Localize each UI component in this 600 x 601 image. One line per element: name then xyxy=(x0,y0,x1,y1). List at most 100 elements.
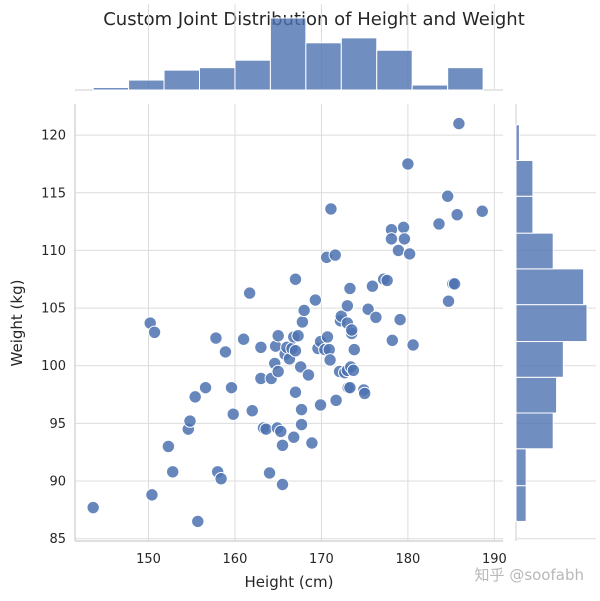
scatter-point xyxy=(323,353,337,367)
scatter-point xyxy=(271,329,285,343)
scatter-point xyxy=(357,386,372,401)
scatter-point xyxy=(329,393,343,408)
y-tick-label: 110 xyxy=(41,244,66,259)
weight-histogram-bar xyxy=(515,268,585,306)
scatter-point xyxy=(475,204,489,218)
x-tick-label: 180 xyxy=(395,552,420,567)
scatter-point xyxy=(288,385,303,399)
scatter-point xyxy=(308,293,323,307)
scatter-point xyxy=(288,344,303,358)
scatter-point xyxy=(347,342,361,357)
scatter-point xyxy=(297,303,311,318)
y-tick-label: 100 xyxy=(41,359,66,374)
height-histogram-bar xyxy=(376,49,413,91)
scatter-point xyxy=(242,286,257,300)
scatter-point xyxy=(328,248,342,262)
scatter-point xyxy=(343,380,357,395)
weight-histogram-bar xyxy=(515,159,534,197)
scatter-point xyxy=(224,380,239,395)
x-tick-label: 160 xyxy=(223,552,248,567)
x-tick-label: 190 xyxy=(482,552,507,567)
scatter-point xyxy=(440,189,455,203)
scatter-point xyxy=(236,332,251,346)
weight-histogram-bar xyxy=(515,412,554,450)
scatter-point xyxy=(324,202,338,216)
scatter-point xyxy=(313,398,328,412)
scatter-point xyxy=(166,465,180,479)
scatter-point xyxy=(86,500,100,515)
x-tick-label: 150 xyxy=(136,552,161,567)
scatter-point xyxy=(147,325,162,340)
y-tick-label: 90 xyxy=(49,475,66,490)
scatter-point xyxy=(191,514,205,529)
weight-histogram-bar xyxy=(515,304,588,343)
scatter-point xyxy=(275,477,290,492)
scatter-point xyxy=(295,315,310,329)
y-tick-label: 85 xyxy=(49,532,66,547)
height-histogram-bar xyxy=(199,67,236,91)
scatter-point xyxy=(294,402,309,417)
y-tick-label: 120 xyxy=(41,129,66,144)
height-histogram-bar xyxy=(411,84,449,91)
scatter-point xyxy=(380,273,394,288)
scatter-point xyxy=(293,360,308,374)
scatter-point xyxy=(301,368,316,382)
height-histogram-bar xyxy=(447,67,484,91)
scatter-point xyxy=(406,338,420,352)
height-histogram-bar xyxy=(305,42,342,91)
scatter-panel: 150 160 170 180 190 85 90 95 100 105 110 115 120 xyxy=(41,104,507,567)
height-histogram-bar xyxy=(340,37,378,91)
scatter-point xyxy=(391,243,406,258)
scatter-point xyxy=(271,364,285,379)
weight-histogram-bar xyxy=(515,341,564,378)
scatter-point xyxy=(254,340,268,354)
height-histogram-bar xyxy=(128,79,165,91)
top-histogram xyxy=(75,4,503,91)
scatter-point xyxy=(188,390,202,404)
y-tick-label: 95 xyxy=(49,417,66,432)
scatter-point xyxy=(262,466,277,480)
weight-histogram-bar xyxy=(515,485,527,522)
weight-histogram-bar xyxy=(515,124,520,161)
scatter-point xyxy=(287,430,301,444)
scatter-points xyxy=(86,116,489,529)
scatter-point xyxy=(183,414,197,428)
right-histogram xyxy=(515,104,596,541)
y-tick-label: 115 xyxy=(41,186,66,201)
scatter-point xyxy=(393,312,407,327)
scatter-point xyxy=(145,488,159,502)
scatter-point xyxy=(396,220,411,235)
scatter-point xyxy=(305,436,319,450)
scatter-point xyxy=(365,279,380,293)
top-histogram-bars xyxy=(92,17,484,91)
scatter-point xyxy=(346,363,361,378)
scatter-point xyxy=(361,302,375,316)
scatter-point xyxy=(340,299,355,313)
right-histogram-bars xyxy=(515,124,588,522)
scatter-point xyxy=(274,424,288,439)
scatter-point xyxy=(198,380,213,395)
scatter-point xyxy=(209,331,223,345)
scatter-grid xyxy=(75,104,503,541)
scatter-point xyxy=(384,232,399,246)
scatter-point xyxy=(369,310,383,325)
watermark-text: 知乎 @soofabh xyxy=(475,566,584,584)
scatter-point xyxy=(245,404,259,418)
scatter-point xyxy=(452,116,466,131)
y-axis-ticks: 85 90 95 100 105 110 115 120 xyxy=(41,129,66,548)
scatter-point xyxy=(288,272,303,286)
weight-histogram-bar xyxy=(515,195,534,234)
scatter-point xyxy=(161,439,176,454)
y-axis-label: Weight (kg) xyxy=(8,280,26,367)
height-histogram-bar xyxy=(92,87,130,91)
weight-histogram-bar xyxy=(515,448,527,487)
scatter-point xyxy=(214,472,228,486)
scatter-point xyxy=(447,277,462,291)
scatter-point xyxy=(385,333,400,348)
chart-title: Custom Joint Distribution of Height and … xyxy=(103,9,525,30)
height-histogram-bar xyxy=(269,17,307,91)
scatter-point xyxy=(344,323,359,337)
scatter-point xyxy=(291,329,305,343)
scatter-point xyxy=(294,417,309,432)
scatter-point xyxy=(259,422,273,436)
